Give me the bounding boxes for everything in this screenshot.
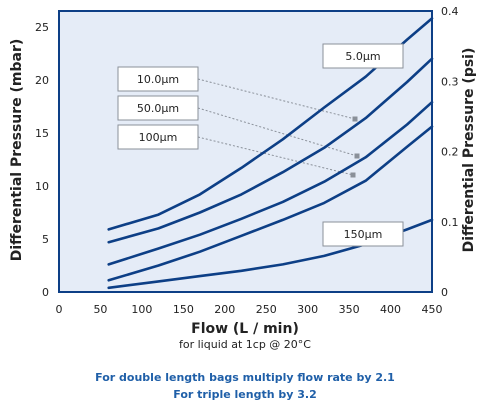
series-label-text: 10.0µm bbox=[137, 73, 179, 86]
right-y-tick-label: 0.1 bbox=[441, 216, 459, 229]
left-y-axis-title: Differential Pressure (mbar) bbox=[9, 39, 25, 262]
series-label-text: 5.0µm bbox=[345, 50, 380, 63]
left-y-axis-ticks: 0 5 10 15 20 25 bbox=[35, 21, 49, 299]
x-tick-label: 300 bbox=[297, 303, 318, 316]
x-axis-ticks: 0 50 100 150 200 250 300 350 400 450 bbox=[56, 303, 443, 316]
right-y-axis-title: Differential Pressure (psi) bbox=[461, 48, 477, 253]
series-label-box: 50.0µm bbox=[117, 95, 199, 121]
label-box-frame bbox=[322, 43, 404, 69]
label-box-frame bbox=[117, 95, 199, 121]
series-line-1 bbox=[107, 57, 434, 244]
x-tick-label: 0 bbox=[56, 303, 63, 316]
label-markers bbox=[350, 116, 360, 178]
x-axis-title: Flow (L / min) bbox=[191, 321, 299, 337]
right-y-tick-label: 0.4 bbox=[441, 5, 459, 18]
footer-note-1: For double length bags multiply flow rat… bbox=[95, 371, 395, 384]
label-marker bbox=[352, 116, 358, 122]
x-tick-label: 250 bbox=[256, 303, 277, 316]
right-y-axis-ticks: 0 0.1 0.2 0.3 0.4 bbox=[441, 5, 459, 299]
series-label-box: 100µm bbox=[117, 124, 199, 150]
x-tick-label: 450 bbox=[422, 303, 443, 316]
x-tick-label: 400 bbox=[380, 303, 401, 316]
label-marker bbox=[354, 153, 360, 159]
right-y-tick-label: 0.3 bbox=[441, 75, 459, 88]
x-tick-label: 150 bbox=[173, 303, 194, 316]
series-label-text: 150µm bbox=[344, 228, 383, 241]
left-y-tick-label: 5 bbox=[42, 233, 49, 246]
right-y-tick-label: 0.2 bbox=[441, 146, 459, 159]
left-y-tick-label: 15 bbox=[35, 127, 49, 140]
left-y-tick-label: 25 bbox=[35, 21, 49, 34]
series-label-text: 100µm bbox=[139, 131, 178, 144]
x-tick-label: 50 bbox=[93, 303, 107, 316]
label-leader-lines bbox=[197, 78, 358, 176]
right-y-tick-label: 0 bbox=[441, 286, 448, 299]
label-box-frame bbox=[117, 124, 199, 150]
label-box-frame bbox=[322, 221, 404, 247]
footer-note-2: For triple length by 3.2 bbox=[173, 388, 316, 401]
label-leader-line bbox=[197, 136, 354, 176]
label-leader-line bbox=[197, 78, 356, 120]
x-tick-label: 200 bbox=[214, 303, 235, 316]
label-box-frame bbox=[117, 66, 199, 92]
series-label-box: 10.0µm bbox=[117, 66, 199, 92]
series-label-boxes: 5.0µm 10.0µm 50.0µm 100µm 150µm bbox=[117, 43, 404, 247]
series-label-box: 5.0µm bbox=[322, 43, 404, 69]
left-y-tick-label: 10 bbox=[35, 180, 49, 193]
x-axis-note: for liquid at 1cp @ 20°C bbox=[179, 338, 311, 351]
series-label-box: 150µm bbox=[322, 221, 404, 247]
x-tick-label: 100 bbox=[131, 303, 152, 316]
series-label-text: 50.0µm bbox=[137, 102, 179, 115]
series-line-3 bbox=[107, 125, 434, 282]
left-y-tick-label: 20 bbox=[35, 74, 49, 87]
x-tick-label: 350 bbox=[339, 303, 360, 316]
series-line-2 bbox=[107, 100, 434, 266]
label-marker bbox=[350, 172, 356, 178]
left-y-tick-label: 0 bbox=[42, 286, 49, 299]
